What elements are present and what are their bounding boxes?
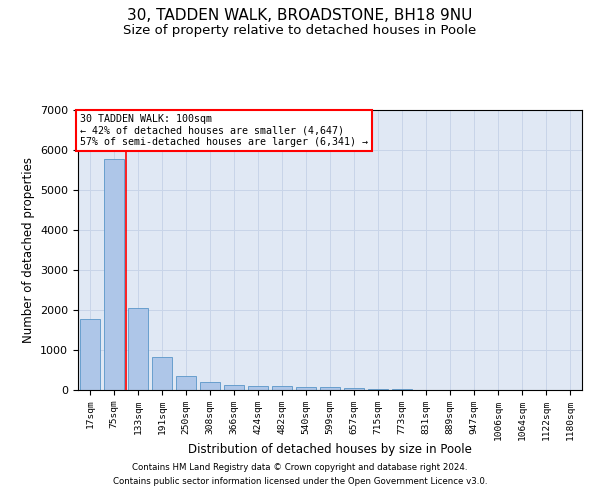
Text: 30, TADDEN WALK, BROADSTONE, BH18 9NU: 30, TADDEN WALK, BROADSTONE, BH18 9NU [127, 8, 473, 22]
Bar [104, 159, 124, 390]
Bar [296, 387, 316, 390]
Bar [128, 308, 148, 390]
Text: 30 TADDEN WALK: 100sqm
← 42% of detached houses are smaller (4,647)
57% of semi-: 30 TADDEN WALK: 100sqm ← 42% of detached… [80, 114, 368, 147]
Bar [368, 389, 388, 390]
Bar [200, 382, 220, 390]
Text: Contains public sector information licensed under the Open Government Licence v3: Contains public sector information licen… [113, 477, 487, 486]
Bar [80, 319, 100, 390]
Text: Contains HM Land Registry data © Crown copyright and database right 2024.: Contains HM Land Registry data © Crown c… [132, 464, 468, 472]
Bar [248, 386, 268, 390]
Bar [320, 387, 340, 390]
Text: Distribution of detached houses by size in Poole: Distribution of detached houses by size … [188, 442, 472, 456]
Bar [344, 388, 364, 390]
Bar [152, 357, 172, 390]
Bar [224, 385, 244, 390]
Bar [176, 376, 196, 390]
Y-axis label: Number of detached properties: Number of detached properties [22, 157, 35, 343]
Bar [272, 386, 292, 390]
Text: Size of property relative to detached houses in Poole: Size of property relative to detached ho… [124, 24, 476, 37]
